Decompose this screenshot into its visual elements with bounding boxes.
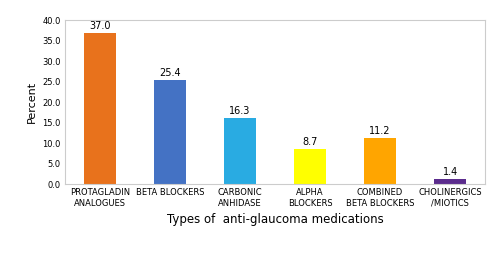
X-axis label: Types of  anti-glaucoma medications: Types of anti-glaucoma medications <box>166 214 384 227</box>
Y-axis label: Percent: Percent <box>27 81 37 123</box>
Text: 1.4: 1.4 <box>442 167 458 177</box>
Text: 37.0: 37.0 <box>89 21 110 31</box>
Bar <box>434 179 466 184</box>
Bar <box>294 149 326 184</box>
Text: 25.4: 25.4 <box>159 68 180 78</box>
Bar <box>154 80 186 184</box>
Text: 11.2: 11.2 <box>370 126 391 136</box>
Text: 16.3: 16.3 <box>230 105 250 115</box>
Bar <box>224 118 256 184</box>
Bar <box>84 33 116 184</box>
Bar <box>364 138 396 184</box>
Text: 8.7: 8.7 <box>302 137 318 147</box>
